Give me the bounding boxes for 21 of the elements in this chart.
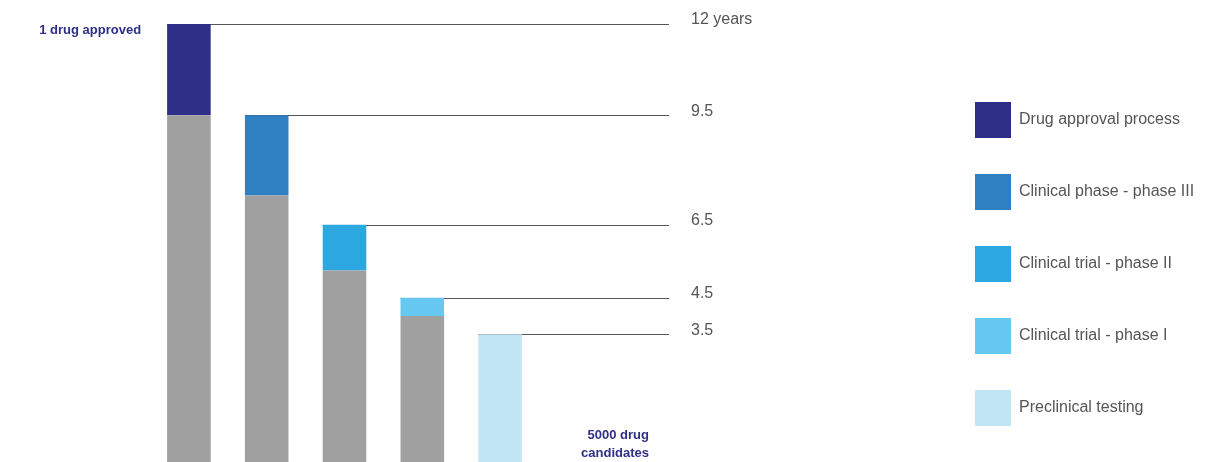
legend-label: Clinical trial - phase I [1019,326,1168,344]
legend-label: Drug approval process [1019,110,1180,128]
ref-line-label: 4.5 [691,284,714,302]
bar [322,224,367,271]
bar [322,270,367,462]
text: 1 drug approved [39,21,142,37]
bar [478,334,522,462]
text: 5000 drug candidates [581,427,650,461]
ref-line-label: 3.5 [691,320,714,338]
bar [400,297,445,316]
ref-line-label: 12 years [691,10,753,28]
bar [244,115,289,196]
legend-label: Preclinical testing [1019,398,1144,416]
ref-line-label: 9.5 [691,101,714,119]
bar [244,195,289,462]
ref-line-label: 6.5 [691,211,714,229]
legend-label: Clinical trial - phase II [1019,254,1172,272]
legend-label: Clinical phase - phase III [1019,182,1195,200]
bar [167,24,211,116]
bar [400,316,445,462]
bar [167,115,211,462]
